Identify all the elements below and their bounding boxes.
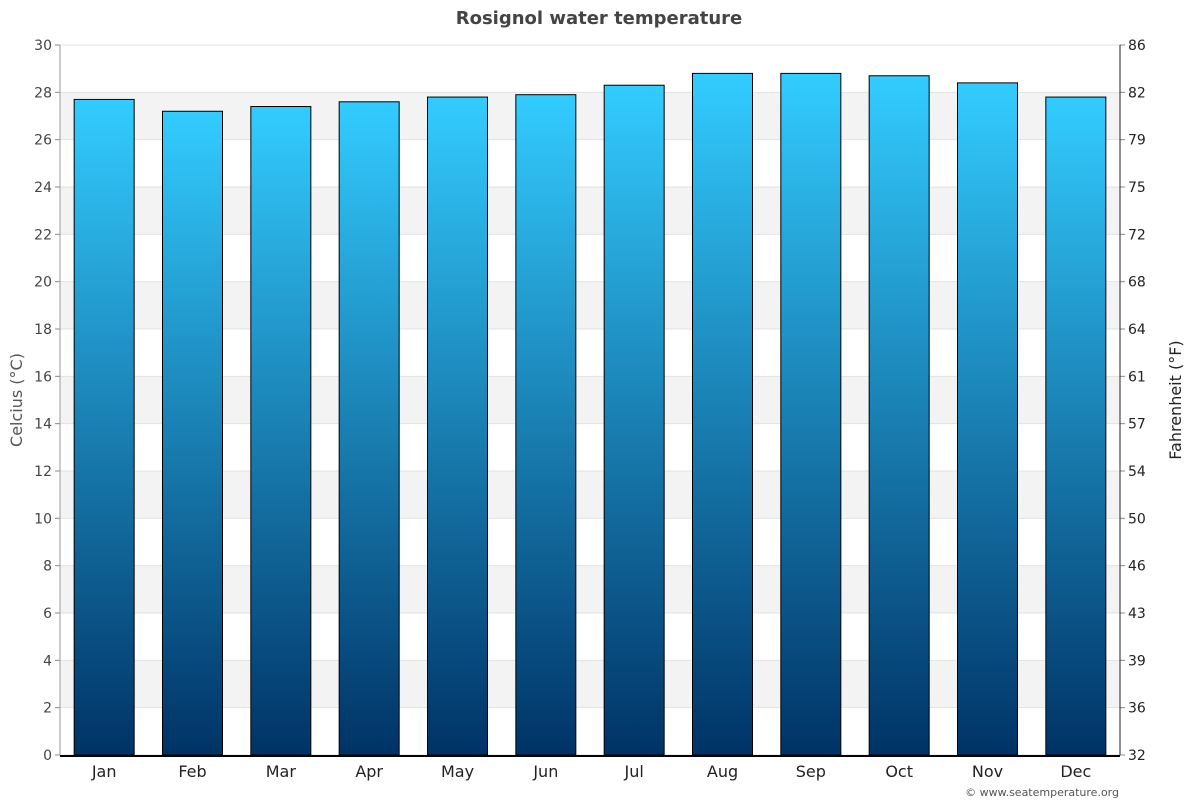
x-tick-label: Apr (355, 762, 383, 781)
y-tick-label-left: 4 (43, 653, 52, 669)
y-tick-label-left: 10 (34, 511, 52, 527)
grid-band (60, 376, 1120, 424)
y-tick-label-left: 26 (34, 133, 52, 149)
y-tick-label-left: 2 (43, 701, 52, 717)
y-tick-label-right: 68 (1128, 275, 1146, 291)
y-tick-label-right: 46 (1128, 559, 1146, 575)
x-tick-label: Sep (796, 762, 826, 781)
grid-band (60, 471, 1120, 519)
x-tick-label: Dec (1060, 762, 1091, 781)
y-tick-label-right: 79 (1128, 133, 1146, 149)
y-tick-label-right: 57 (1128, 417, 1146, 433)
x-tick-label: Feb (178, 762, 206, 781)
y-tick-label-left: 8 (43, 559, 52, 575)
y-tick-label-left: 12 (34, 464, 52, 480)
x-tick-label: Jan (91, 762, 117, 781)
x-tick-label: Jul (624, 762, 644, 781)
bar-apr (338, 101, 400, 756)
y-tick-label-left: 22 (34, 227, 52, 243)
y-tick-label-right: 72 (1128, 227, 1146, 243)
y-tick-label-right: 61 (1128, 369, 1146, 385)
grid-band (60, 92, 1120, 140)
bar-aug (692, 72, 753, 756)
credit-text: © www.seatemperature.org (965, 786, 1119, 799)
y-tick-label-right: 43 (1128, 606, 1146, 622)
bar-jan (73, 98, 135, 756)
x-tick-label: Oct (885, 762, 913, 781)
y-tick-label-right: 82 (1128, 85, 1146, 101)
y-tick-label-left: 0 (43, 748, 52, 764)
y-tick-label-left: 28 (34, 85, 52, 101)
grid-band (60, 565, 1120, 613)
y-tick-label-left: 20 (34, 275, 52, 291)
y-tick-label-left: 30 (34, 38, 52, 54)
bar-feb (162, 110, 223, 756)
bar-sep (780, 72, 842, 756)
y-tick-label-right: 54 (1128, 464, 1146, 480)
y-tick-label-left: 14 (34, 417, 52, 433)
bar-mar (250, 106, 312, 756)
y-tick-label-right: 39 (1128, 653, 1146, 669)
y-tick-label-left: 16 (34, 369, 52, 385)
grid-band (60, 281, 1120, 329)
y-tick-label-right: 36 (1128, 701, 1146, 717)
chart-title: Rosignol water temperature (456, 8, 743, 29)
y-tick-label-left: 18 (34, 322, 52, 338)
bar-jun (515, 94, 577, 756)
bar-oct (868, 75, 930, 756)
y-tick-label-right: 86 (1128, 38, 1146, 54)
x-tick-label: Nov (972, 762, 1003, 781)
y-tick-label-left: 6 (43, 606, 52, 622)
y-tick-label-right: 32 (1128, 748, 1146, 764)
y-axis-label-left: Celcius (°C) (7, 353, 26, 447)
grid-band (60, 660, 1120, 708)
grid-band (60, 187, 1120, 235)
y-tick-label-right: 64 (1128, 322, 1146, 338)
y-tick-label-right: 50 (1128, 511, 1146, 527)
bar-nov (957, 82, 1018, 756)
x-tick-label: Mar (266, 762, 297, 781)
bar-may (427, 96, 488, 756)
x-tick-label: Aug (707, 762, 738, 781)
y-axis-label-right: Fahrenheit (°F) (1166, 340, 1185, 459)
bar-dec (1045, 96, 1107, 756)
bar-jul (603, 84, 665, 756)
y-tick-label-left: 24 (34, 180, 52, 196)
y-tick-label-right: 75 (1128, 180, 1146, 196)
x-tick-label: Jun (532, 762, 558, 781)
x-tick-label: May (441, 762, 474, 781)
